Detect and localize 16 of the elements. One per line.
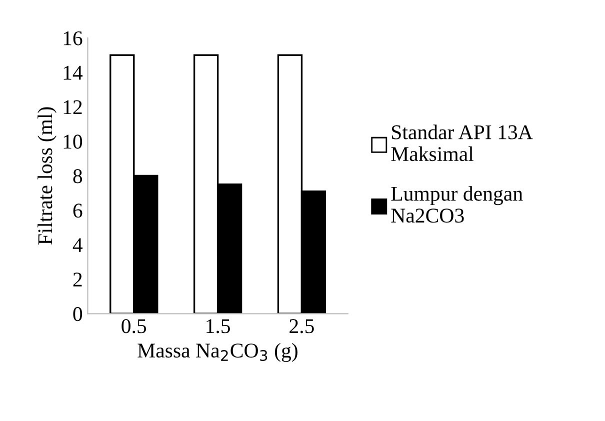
y-tick-label: 6	[73, 204, 82, 218]
y-tick-label: 10	[64, 134, 82, 149]
y-tick-label: 16	[64, 31, 82, 46]
x-tick-label: 1.5	[206, 319, 230, 334]
y-tick-label: 2	[73, 272, 82, 286]
legend-label: Standar API 13A Maksimal	[391, 124, 533, 162]
y-tick-label: 0	[73, 307, 82, 322]
legend-label: Lumpur dengan Na2CO3	[391, 186, 523, 223]
x-tick-label: 0.5	[122, 319, 146, 334]
x-tick-label: 2.5	[290, 319, 314, 334]
y-tick-label: 4	[72, 238, 83, 252]
y-axis-title: Filtrate loss (ml)	[38, 107, 56, 245]
y-tick-label: 8	[73, 169, 82, 184]
x-axis-title: Massa Na$_{2}$CO$_{3}$ (g)	[138, 342, 298, 362]
y-tick-label: 14	[64, 66, 83, 80]
y-tick-label: 12	[64, 100, 82, 114]
